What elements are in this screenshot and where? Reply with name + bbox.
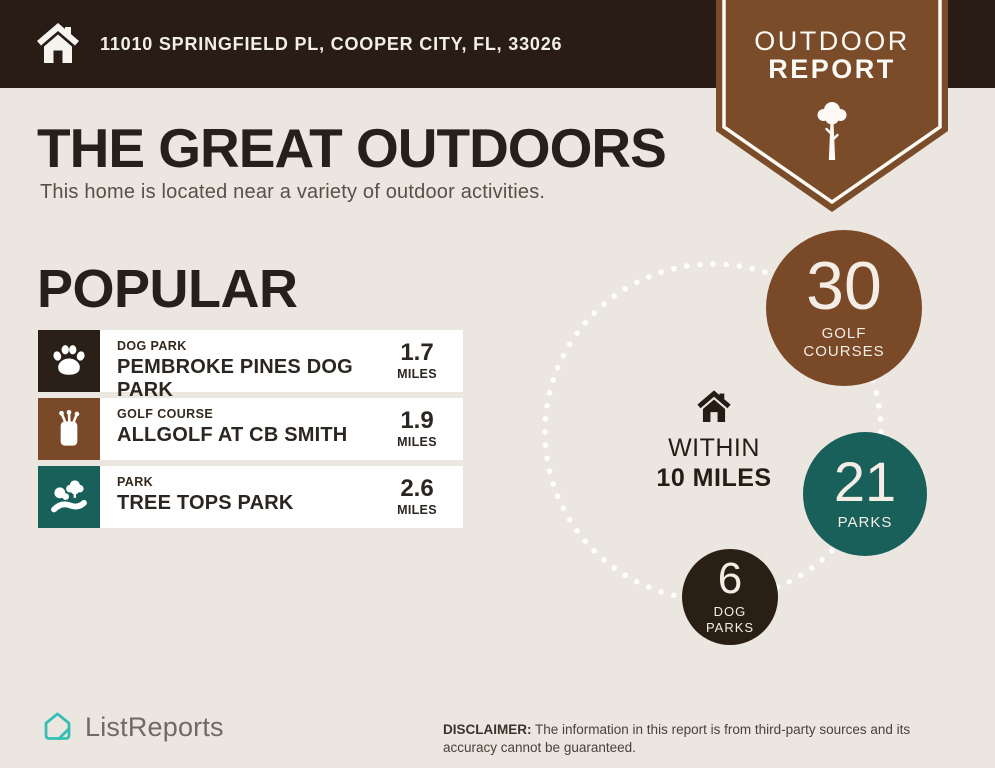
stat-label-line2: PARKS [705,619,755,635]
list-item-golf-course: GOLF COURSE ALLGOLF AT CB SMITH 1.9 MILE… [38,398,463,460]
item-distance: 1.9 MILES [375,398,463,460]
list-item-text: GOLF COURSE ALLGOLF AT CB SMITH [100,398,375,460]
popular-list: DOG PARK PEMBROKE PINES DOG PARK 1.7 MIL… [38,330,463,534]
outdoor-report-badge: OUTDOOR REPORT [716,0,948,214]
stat-label-line1: GOLF [821,324,867,342]
radius-distance-label: 10 MILES [656,464,772,492]
item-name: PEMBROKE PINES DOG PARK [117,356,353,401]
distance-unit: MILES [397,367,437,381]
stat-value: 30 [806,247,882,324]
item-category: GOLF COURSE [117,407,214,421]
within-label: WITHIN [668,434,760,462]
list-item-text: PARK TREE TOPS PARK [100,466,375,528]
paw-icon [53,345,85,375]
disclaimer: DISCLAIMER: The information in this repo… [443,721,963,759]
item-category: DOG PARK [117,339,187,353]
item-name: TREE TOPS PARK [117,492,294,514]
listreports-logo: ListReports [40,709,224,745]
stat-bubble-dog-parks: 6 DOG PARKS [682,549,778,645]
item-category: PARK [117,475,154,489]
item-distance: 2.6 MILES [375,466,463,528]
popular-section-title: POPULAR [37,259,298,319]
page-subtitle: This home is located near a variety of o… [40,181,546,203]
stat-bubble-parks: 21 PARKS [803,432,927,556]
distance-value: 2.6 [400,475,434,502]
park-icon [51,480,87,513]
item-name: ALLGOLF AT CB SMITH [117,424,348,446]
listreports-house-icon [44,712,71,740]
distance-value: 1.7 [400,339,434,366]
stat-value: 21 [833,450,897,514]
disclaimer-label: DISCLAIMER: [443,721,532,737]
stat-bubble-golf-courses: 30 GOLF COURSES [766,230,922,386]
golf-bag-icon [59,410,80,446]
badge-title-line1: OUTDOOR [754,26,910,56]
stat-label-line2: COURSES [803,343,885,361]
park-icon-box [38,466,100,528]
home-icon [37,23,79,63]
list-item-text: DOG PARK PEMBROKE PINES DOG PARK [100,330,375,401]
badge-title-line2: REPORT [768,54,896,84]
distance-unit: MILES [397,435,437,449]
stat-label-line1: PARKS [837,514,893,532]
stat-label: PARKS [838,514,893,533]
golf-course-icon-box [38,398,100,460]
distance-value: 1.9 [400,407,434,434]
list-item-park: PARK TREE TOPS PARK 2.6 MILES [38,466,463,528]
stat-label: GOLF COURSES [803,325,884,363]
dog-park-icon-box [38,330,100,392]
distance-unit: MILES [397,503,437,517]
page-title: THE GREAT OUTDOORS [37,117,667,179]
stat-label: DOG PARKS [706,604,754,637]
brand-name: ListReports [85,711,224,742]
property-address: 11010 SPRINGFIELD PL, COOPER CITY, FL, 3… [100,33,563,54]
list-item-dog-park: DOG PARK PEMBROKE PINES DOG PARK 1.7 MIL… [38,330,463,401]
item-distance: 1.7 MILES [375,330,463,392]
stat-label-line1: DOG [713,603,747,619]
stat-value: 6 [717,553,743,603]
tree-icon [817,102,847,160]
disclaimer-text: The information in this report is from t… [443,721,911,756]
home-icon [697,390,731,423]
radius-center-label: WITHIN 10 MILES [628,388,800,493]
